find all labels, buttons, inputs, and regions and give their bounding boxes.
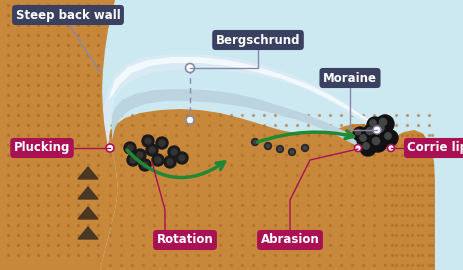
Circle shape [171, 149, 176, 155]
Circle shape [362, 143, 369, 149]
Circle shape [301, 144, 308, 151]
Circle shape [137, 152, 143, 158]
Circle shape [127, 154, 139, 166]
Circle shape [106, 144, 114, 152]
Circle shape [167, 159, 173, 165]
Circle shape [142, 135, 154, 147]
Circle shape [253, 140, 256, 143]
Polygon shape [0, 0, 118, 270]
Circle shape [366, 127, 373, 135]
Circle shape [356, 132, 372, 148]
Polygon shape [78, 187, 98, 199]
Circle shape [185, 63, 194, 73]
Text: Bergschrund: Bergschrund [215, 33, 300, 46]
Circle shape [156, 137, 168, 149]
Circle shape [264, 143, 271, 150]
Circle shape [354, 144, 361, 151]
Circle shape [130, 157, 136, 163]
Circle shape [303, 147, 306, 150]
Circle shape [387, 144, 394, 151]
Circle shape [139, 159, 150, 171]
Polygon shape [100, 109, 424, 270]
Circle shape [179, 155, 185, 161]
Circle shape [375, 124, 383, 132]
Circle shape [369, 120, 375, 126]
Circle shape [186, 116, 194, 124]
Polygon shape [78, 167, 98, 179]
Circle shape [372, 137, 379, 145]
Circle shape [359, 135, 365, 141]
Circle shape [371, 120, 391, 140]
Circle shape [278, 147, 281, 150]
Circle shape [134, 149, 146, 161]
Text: Abrasion: Abrasion [260, 234, 319, 247]
Circle shape [355, 129, 360, 135]
Circle shape [290, 150, 293, 154]
Text: Moraine: Moraine [322, 72, 376, 85]
Circle shape [168, 146, 180, 158]
Circle shape [368, 134, 386, 152]
Polygon shape [108, 57, 377, 126]
Circle shape [359, 140, 375, 156]
Circle shape [152, 154, 163, 166]
Polygon shape [78, 207, 98, 219]
Circle shape [159, 140, 165, 146]
Circle shape [155, 157, 161, 163]
Circle shape [352, 127, 366, 141]
Circle shape [163, 156, 175, 168]
Polygon shape [389, 130, 434, 270]
Text: Steep back wall: Steep back wall [16, 8, 120, 22]
Circle shape [144, 138, 150, 144]
Circle shape [124, 142, 136, 154]
Circle shape [372, 126, 380, 134]
Text: Rotation: Rotation [156, 234, 213, 247]
Text: Corrie lip: Corrie lip [407, 141, 463, 154]
Circle shape [266, 144, 269, 147]
Circle shape [381, 130, 397, 146]
Circle shape [149, 147, 155, 153]
Circle shape [127, 145, 133, 151]
Polygon shape [78, 227, 98, 239]
Circle shape [375, 115, 393, 133]
Circle shape [142, 162, 148, 168]
Circle shape [379, 119, 386, 126]
Circle shape [276, 146, 283, 153]
Text: Plucking: Plucking [14, 141, 70, 154]
Circle shape [384, 133, 390, 139]
Circle shape [175, 152, 188, 164]
Circle shape [288, 148, 295, 156]
Circle shape [251, 139, 258, 146]
Circle shape [146, 144, 158, 156]
Circle shape [366, 117, 382, 133]
Polygon shape [103, 54, 387, 148]
Polygon shape [112, 89, 379, 150]
Circle shape [362, 124, 380, 142]
